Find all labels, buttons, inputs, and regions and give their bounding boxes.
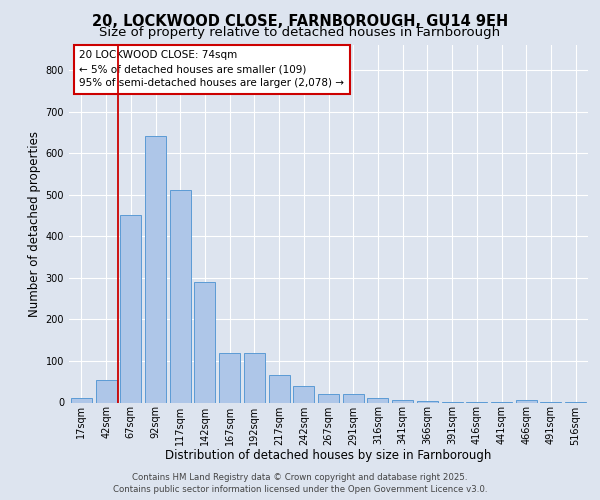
- Bar: [145, 136, 166, 402]
- Text: Size of property relative to detached houses in Farnborough: Size of property relative to detached ho…: [100, 26, 500, 39]
- Bar: [219, 352, 240, 403]
- Text: 20 LOCKWOOD CLOSE: 74sqm
← 5% of detached houses are smaller (109)
95% of semi-d: 20 LOCKWOOD CLOSE: 74sqm ← 5% of detache…: [79, 50, 344, 88]
- Bar: [293, 386, 314, 402]
- Y-axis label: Number of detached properties: Number of detached properties: [28, 130, 41, 317]
- Text: 20, LOCKWOOD CLOSE, FARNBOROUGH, GU14 9EH: 20, LOCKWOOD CLOSE, FARNBOROUGH, GU14 9E…: [92, 14, 508, 29]
- Bar: [194, 282, 215, 403]
- Text: Contains HM Land Registry data © Crown copyright and database right 2025.
Contai: Contains HM Land Registry data © Crown c…: [113, 472, 487, 494]
- Bar: [120, 216, 141, 402]
- Bar: [95, 380, 116, 402]
- Bar: [318, 394, 339, 402]
- Bar: [244, 352, 265, 403]
- Bar: [343, 394, 364, 402]
- Bar: [269, 376, 290, 402]
- Bar: [367, 398, 388, 402]
- Bar: [392, 400, 413, 402]
- Bar: [170, 190, 191, 402]
- X-axis label: Distribution of detached houses by size in Farnborough: Distribution of detached houses by size …: [166, 449, 491, 462]
- Bar: [71, 398, 92, 402]
- Bar: [516, 400, 537, 402]
